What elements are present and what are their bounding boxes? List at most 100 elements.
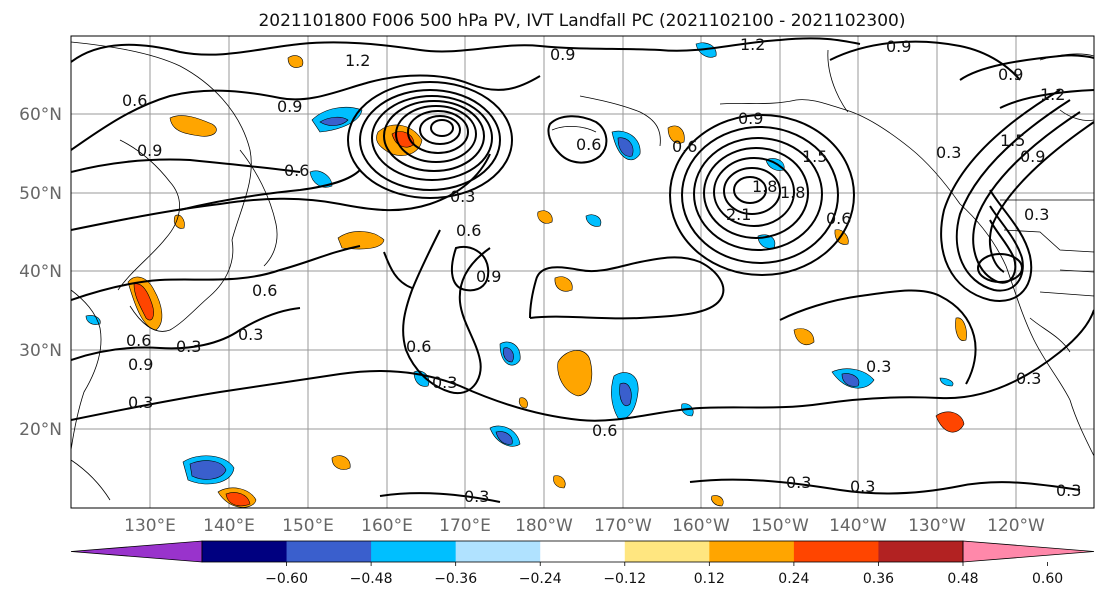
contour-label: 0.9 xyxy=(738,109,763,128)
contour-label: 2.1 xyxy=(726,205,751,224)
colorbar-tick-label: 0.24 xyxy=(778,571,809,587)
pv-contours xyxy=(71,37,1094,503)
contour-label: 0.9 xyxy=(137,141,162,160)
contour-label: 1.2 xyxy=(740,35,765,54)
shade-positive xyxy=(711,495,724,507)
lon-tick-label: 150°W xyxy=(751,516,809,536)
contour-label: 0.6 xyxy=(252,281,277,300)
contour-label: 1.5 xyxy=(802,147,827,166)
shade-negative xyxy=(585,214,602,227)
contour-label: 0.9 xyxy=(277,97,302,116)
colorbar-tick-label: −0.48 xyxy=(350,571,393,587)
shade-positive xyxy=(553,475,566,489)
shade-negative xyxy=(309,170,333,188)
colorbar-segment xyxy=(371,541,457,562)
contour-label: 1.2 xyxy=(345,51,370,70)
shade-positive xyxy=(173,214,185,229)
contour-label: 0.9 xyxy=(128,355,153,374)
map-frame xyxy=(70,35,1095,509)
colorbar-tick-label: −0.12 xyxy=(603,571,646,587)
shade-negative xyxy=(495,431,513,445)
contour-label: 0.6 xyxy=(126,331,151,350)
shade-positive xyxy=(331,455,351,470)
lat-tick-label: 50°N xyxy=(19,184,62,204)
colorbar-tick-label: 0.12 xyxy=(694,571,725,587)
lon-tick-label: 140°E xyxy=(203,516,255,536)
contour-label: 0.6 xyxy=(122,91,147,110)
low-nw-rings xyxy=(347,81,513,199)
low-gulf-rings xyxy=(669,114,855,276)
shade-negative xyxy=(319,116,349,126)
contour-label: 0.9 xyxy=(476,267,501,286)
lon-tick-label: 180°W xyxy=(515,516,573,536)
shade-positive xyxy=(935,411,965,433)
lat-tick-label: 40°N xyxy=(19,262,62,282)
contour-label: 0.3 xyxy=(786,473,811,492)
lon-tick-label: 130°W xyxy=(908,516,966,536)
contour-line xyxy=(829,40,1021,81)
contour-line xyxy=(547,115,608,164)
lon-tick-label: 140°W xyxy=(829,516,887,536)
contour-label: 0.9 xyxy=(886,37,911,56)
lon-axis: 130°E 140°E 150°E 160°E 170°E 180°W 170°… xyxy=(124,516,1045,536)
shade-positive xyxy=(225,492,251,507)
shade-negative xyxy=(939,377,954,387)
contour-label: 0.3 xyxy=(450,187,475,206)
contour-label: 1.8 xyxy=(752,177,777,196)
figure-title: 2021101800 F006 500 hPa PV, IVT Landfall… xyxy=(258,11,905,31)
contour-label: 0.6 xyxy=(576,135,601,154)
colorbar-tick-label: 0.48 xyxy=(947,571,978,587)
shade-positive xyxy=(557,350,593,397)
contour-line xyxy=(71,309,1094,422)
shade-positive xyxy=(537,210,553,224)
colorbar-extend-high xyxy=(962,540,1095,563)
lon-tick-label: 170°E xyxy=(439,516,491,536)
contour-line xyxy=(179,169,361,211)
contour-label: 0.3 xyxy=(850,477,875,496)
contour-label: 0.3 xyxy=(1016,369,1041,388)
colorbar-segment xyxy=(540,541,626,562)
contour-label: 0.6 xyxy=(406,337,431,356)
colorbar-segment xyxy=(624,541,710,562)
shade-negative xyxy=(189,460,227,480)
contour-label: 0.6 xyxy=(592,421,617,440)
contour-label: 0.3 xyxy=(1056,481,1081,500)
lat-tick-label: 20°N xyxy=(19,420,62,440)
colorbar-tick-label: 0.36 xyxy=(863,571,894,587)
shade-positive xyxy=(667,125,685,144)
colorbar-segment xyxy=(709,541,795,562)
colorbar-segment xyxy=(793,541,879,562)
contour-label: 0.3 xyxy=(432,373,457,392)
contour-line xyxy=(71,74,541,151)
contour-label: 1.2 xyxy=(1040,85,1065,104)
lon-tick-label: 170°W xyxy=(594,516,652,536)
lon-tick-label: 130°E xyxy=(124,516,176,536)
contour-line xyxy=(71,245,361,301)
contour-line xyxy=(383,251,413,289)
contour-line xyxy=(71,158,301,173)
contour-line xyxy=(529,256,725,320)
contour-label: 1.8 xyxy=(780,183,805,202)
contour-label: 0.3 xyxy=(464,487,489,506)
contour-label: 0.9 xyxy=(998,65,1023,84)
contour-label: 0.3 xyxy=(176,337,201,356)
map-background xyxy=(71,36,1094,508)
contour-line xyxy=(379,492,501,503)
contour-label: 0.3 xyxy=(238,325,263,344)
shade-positive xyxy=(793,328,815,345)
contour-labels: 1.2 0.9 0.9 0.6 1.2 0.6 0.9 0.6 0.9 1.8 … xyxy=(122,35,1081,506)
lon-tick-label: 160°E xyxy=(361,516,413,536)
lat-axis: 60°N 50°N 40°N 30°N 20°N xyxy=(19,105,62,440)
contour-label: 0.6 xyxy=(456,221,481,240)
colorbar-tick-label: −0.60 xyxy=(265,571,308,587)
contour-line xyxy=(71,37,861,63)
shade-positive xyxy=(955,317,967,341)
shade-positive xyxy=(518,397,528,409)
colorbar-segment xyxy=(455,541,541,562)
colorbar-segment xyxy=(878,541,964,562)
colorbar-segment xyxy=(286,541,372,562)
shade-negative xyxy=(617,137,634,157)
graticule xyxy=(71,36,1094,508)
low-california-rings xyxy=(940,54,1094,302)
